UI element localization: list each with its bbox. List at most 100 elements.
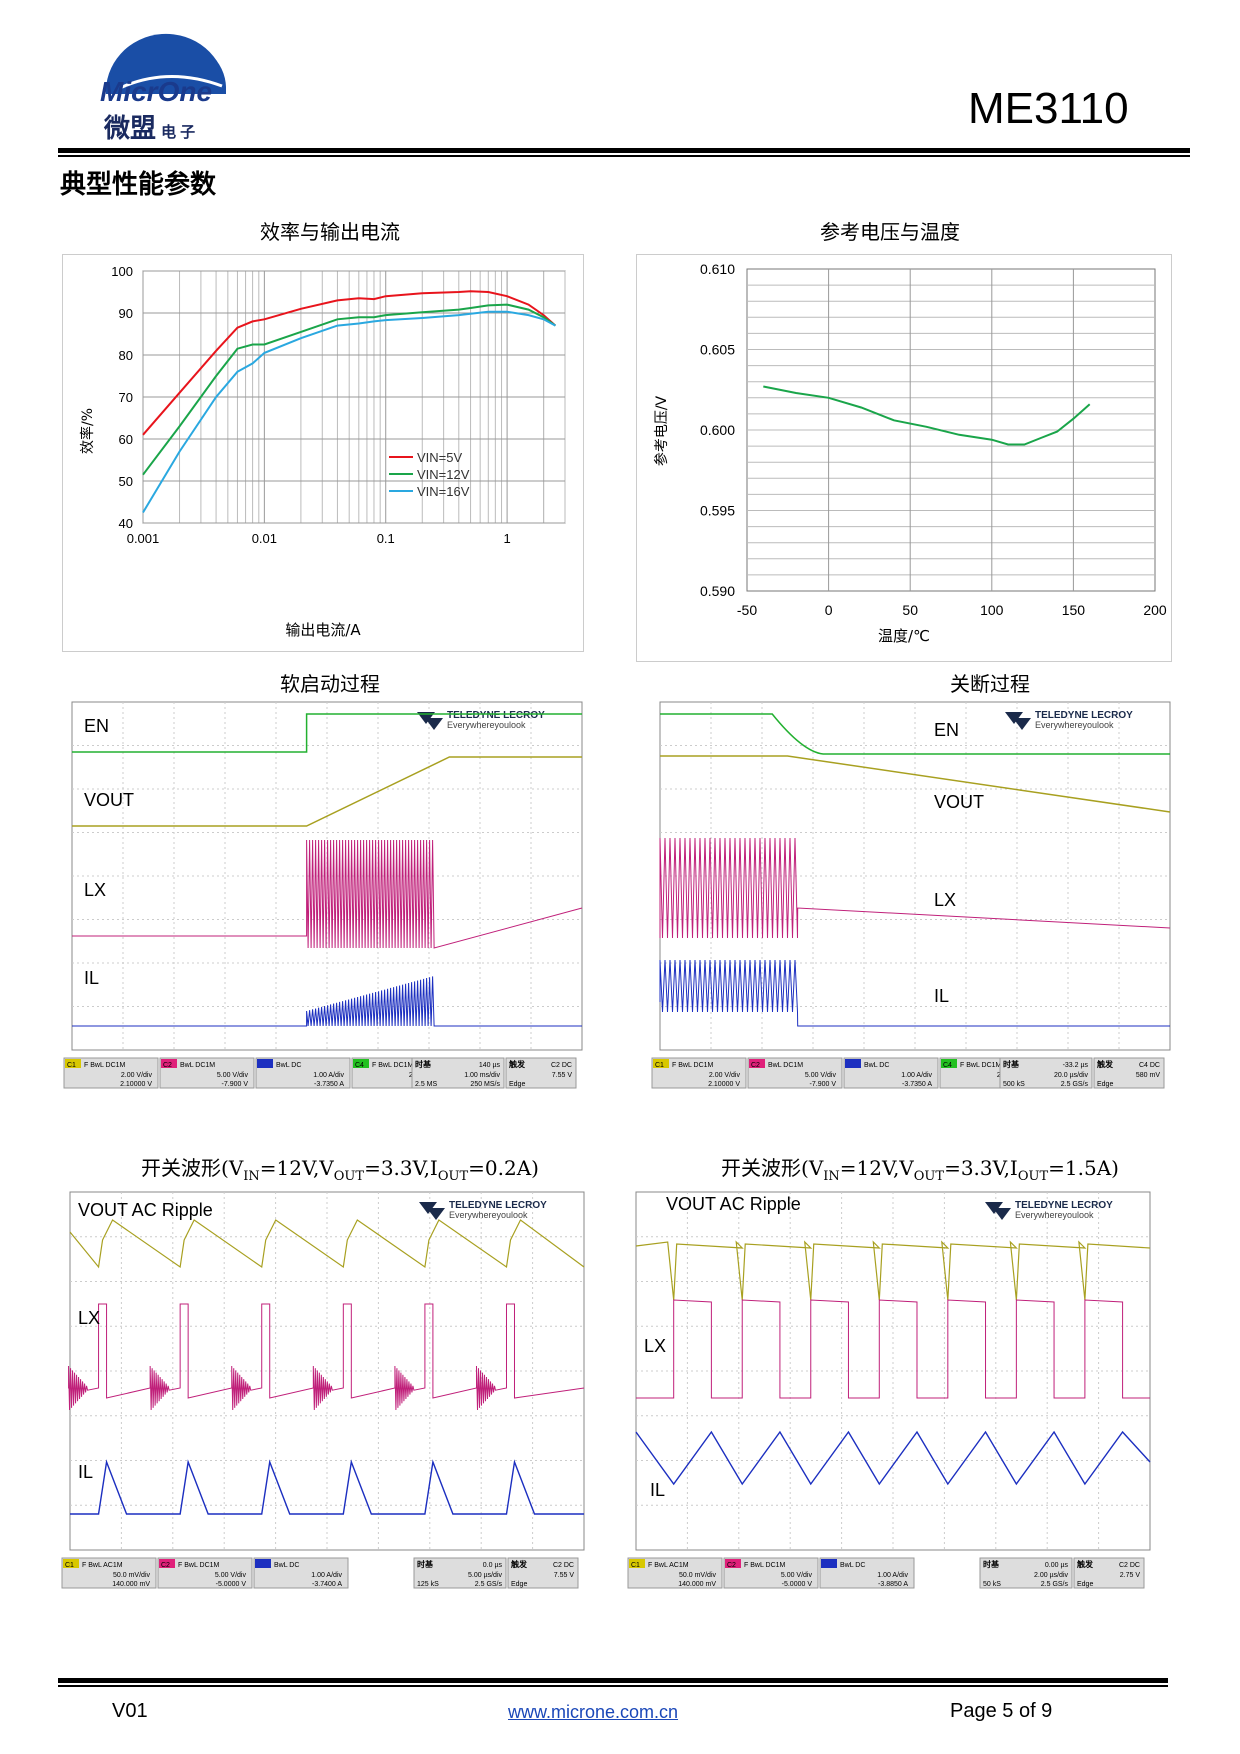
x-tick-label: 50 <box>902 602 918 618</box>
y-tick-label: 0.610 <box>700 261 735 277</box>
scope-trigger-level: 580 mV <box>1136 1072 1160 1079</box>
scope-channel-l3: 140.000 mV <box>112 1581 150 1588</box>
scope-timebase-div: 5.00 µs/div <box>468 1572 502 1579</box>
y-tick-label: 90 <box>119 306 133 321</box>
teledyne-logo-icon <box>985 1202 1011 1220</box>
scope-trace-label: LX <box>84 880 106 900</box>
scope-channel-l1: BwL DC1M <box>768 1062 803 1069</box>
scope-timebase-rate: 2.5 GS/s <box>1041 1581 1069 1588</box>
y-tick-label: 80 <box>119 348 133 363</box>
scope-channel-tag-swatch <box>725 1559 741 1568</box>
scope-trace-label: IL <box>934 986 949 1006</box>
scope-trigger-source: C2 DC <box>1119 1562 1140 1569</box>
scope-channel-l1: BwL DC <box>274 1562 299 1569</box>
scope-channel-l2: 5.00 V/div <box>217 1072 249 1079</box>
y-tick-label: 0.590 <box>700 583 735 599</box>
trace-lx <box>659 837 1171 939</box>
chart-vref: 0.590 0.595 0.600 0.605 0.610 -50 0 50 100 150 200 <box>700 261 1167 618</box>
trace-vout <box>72 756 582 827</box>
scope-trace-label: IL <box>650 1480 665 1500</box>
scope-trace-label: VOUT AC Ripple <box>666 1194 801 1214</box>
scope-timebase-rate: 2.5 GS/s <box>475 1581 503 1588</box>
scope-channel-l2: 5.00 V/div <box>781 1572 813 1579</box>
series-line-vref <box>763 385 1091 446</box>
section-title: 典型性能参数 <box>60 170 217 200</box>
scope-trigger-box <box>505 1057 577 1089</box>
scope-timebase-value: 0.0 µs <box>483 1562 503 1569</box>
scope-trigger-source: C2 DC <box>553 1562 574 1569</box>
scope-channel-box <box>61 1557 157 1589</box>
scope-channel-l2: 1.00 A/div <box>901 1072 932 1079</box>
scope-channel-l2: 2.00 V/div <box>121 1072 153 1079</box>
scope-channel-tag-swatch <box>653 1059 669 1068</box>
trace-il <box>635 1430 1151 1486</box>
caption-part: =0.2A) <box>468 1156 539 1180</box>
caption-part: =12V,V <box>839 1156 914 1180</box>
scope-trigger-header: 触发 <box>1077 1559 1094 1569</box>
x-tick-label: 200 <box>1143 602 1167 618</box>
scope-channel-tag: C2 <box>751 1062 760 1069</box>
scope-channel-l1: BwL DC <box>276 1062 301 1069</box>
x-tick-label: 1 <box>503 531 510 546</box>
scope-channel-l2: 2.00 V/div <box>709 1072 741 1079</box>
scope-channel-tag: C4 <box>355 1062 364 1069</box>
scope-timebase-header: 时基 <box>983 1559 1000 1569</box>
scope-channel-l2: 1.00 A/div <box>311 1572 342 1579</box>
scope-trace-label: VOUT <box>934 792 984 812</box>
y-tick-label: 0.605 <box>700 342 735 358</box>
scope-timebase-header: 时基 <box>415 1059 432 1069</box>
scope-channel-l3: 2.10000 V <box>708 1081 740 1088</box>
scope-timebase-value: 0.00 µs <box>1045 1562 1069 1569</box>
scope-shutdown: TELEDYNE LECROY Everywhereyoulook EN VOUT LX… <box>650 700 1180 1120</box>
scope-channel-l1: F BwL DC1M <box>84 1062 126 1069</box>
trace-il <box>72 976 582 1027</box>
scope-timebase-div: 2.00 µs/div <box>1034 1572 1068 1579</box>
company-logo: MicrOne 微盟 电子 <box>96 26 226 144</box>
scope-channel-tag: C4 <box>943 1062 952 1069</box>
caption-sub: OUT <box>913 1169 945 1184</box>
scope-trigger-level: 7.55 V <box>554 1572 575 1579</box>
legend-label: VIN=16V <box>417 484 470 499</box>
scope-channel-tag-swatch <box>821 1559 837 1568</box>
x-tick-label: 100 <box>980 602 1004 618</box>
trace-vout-ripple <box>69 1219 585 1269</box>
series-line-vin-5v <box>142 290 557 436</box>
scope-channel-tag-swatch <box>941 1059 957 1068</box>
y-tick-label: 60 <box>119 432 133 447</box>
series-line-vin-12v <box>142 303 556 476</box>
scope-channel-l3: -7.900 V <box>222 1081 249 1088</box>
y-tick-label: 70 <box>119 390 133 405</box>
footer-page-number: Page 5 of 9 <box>950 1700 1053 1722</box>
scope-channel-tag-swatch <box>159 1559 175 1568</box>
x-tick-label: 0.001 <box>127 531 160 546</box>
footer-rule-thin <box>58 1685 1168 1687</box>
scope-trigger-header: 触发 <box>509 1059 526 1069</box>
footer-url-link[interactable]: www.microne.com.cn <box>508 1702 679 1722</box>
scope-trigger-box <box>1093 1057 1165 1089</box>
trace-lx <box>636 1299 1150 1399</box>
chart-vref-panel: 0.590 0.595 0.600 0.605 0.610 -50 0 50 100 150 200… <box>636 254 1172 662</box>
scope-channel-l1: F BwL DC1M <box>372 1062 414 1069</box>
caption-part: =1.5A) <box>1048 1156 1119 1180</box>
scope-sw15: TELEDYNE LECROY Everywhereyoulook VOUT AC … <box>626 1190 1160 1620</box>
scope-channel-tag-swatch <box>255 1559 271 1568</box>
scope-timebase-div: 1.00 ms/div <box>464 1072 500 1079</box>
scope-channel-l1: F BwL DC1M <box>744 1562 786 1569</box>
scope-channel-tag: C1 <box>67 1062 76 1069</box>
scope-timebase-box <box>979 1557 1073 1589</box>
teledyne-logo-icon <box>417 712 443 730</box>
scope-shutdown-caption: 关断过程 <box>950 672 1030 696</box>
footer-rule-thick <box>58 1678 1168 1683</box>
scope-channel-tag: C1 <box>65 1562 74 1569</box>
caption-part: =3.3V,I <box>364 1156 438 1180</box>
scope-timebase-samples: 2.5 MS <box>415 1081 438 1088</box>
scope-trace-label: EN <box>934 720 959 740</box>
trace-en <box>660 713 1170 755</box>
x-tick-label: 0 <box>825 602 833 618</box>
y-tick-label: 0.595 <box>700 503 735 519</box>
scope-channel-l1: BwL DC <box>840 1562 865 1569</box>
scope-channel-l3: -3.7350 A <box>902 1081 932 1088</box>
scope-timebase-samples: 125 kS <box>417 1581 439 1588</box>
